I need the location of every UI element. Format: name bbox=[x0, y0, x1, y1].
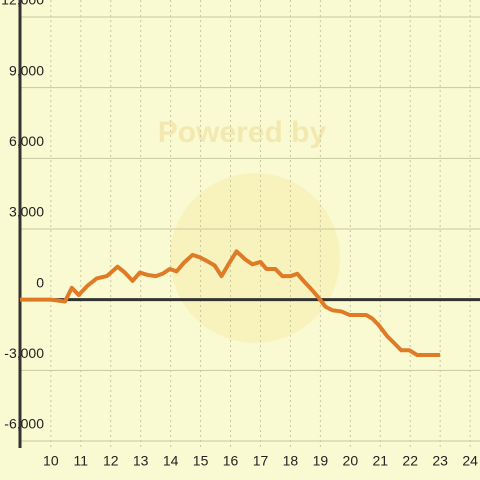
x-tick-label: 16 bbox=[223, 453, 239, 469]
line bbox=[20, 249, 441, 358]
x-tick-label: 23 bbox=[432, 453, 448, 469]
y-tick-label: 12,000 bbox=[1, 0, 44, 8]
x-tick-label: 17 bbox=[253, 453, 269, 469]
y-tick-label: -3,000 bbox=[4, 345, 44, 361]
x-tick-label: 15 bbox=[193, 453, 209, 469]
y-tick-label: -6,000 bbox=[4, 416, 44, 432]
x-tick-label: 22 bbox=[402, 453, 418, 469]
x-tick-label: 21 bbox=[372, 453, 388, 469]
x-tick-label: 18 bbox=[283, 453, 299, 469]
x-tick-label: 11 bbox=[74, 453, 89, 469]
y-tick-label: 9,000 bbox=[9, 62, 44, 78]
watermark: Powered by bbox=[158, 116, 327, 149]
x-tick-label: 10 bbox=[43, 453, 59, 469]
watermark-logo bbox=[170, 173, 340, 343]
y-tick-label: 0 bbox=[36, 274, 44, 290]
x-tick-label: 14 bbox=[163, 453, 179, 469]
y-tick-label: 3,000 bbox=[9, 204, 44, 220]
x-tick-label: 13 bbox=[133, 453, 149, 469]
x-tick-label: 24 bbox=[462, 453, 478, 469]
x-tick-label: 12 bbox=[103, 453, 119, 469]
x-tick-label: 20 bbox=[343, 453, 359, 469]
x-tick-label: 19 bbox=[313, 453, 329, 469]
y-tick-label: 6,000 bbox=[9, 133, 44, 149]
